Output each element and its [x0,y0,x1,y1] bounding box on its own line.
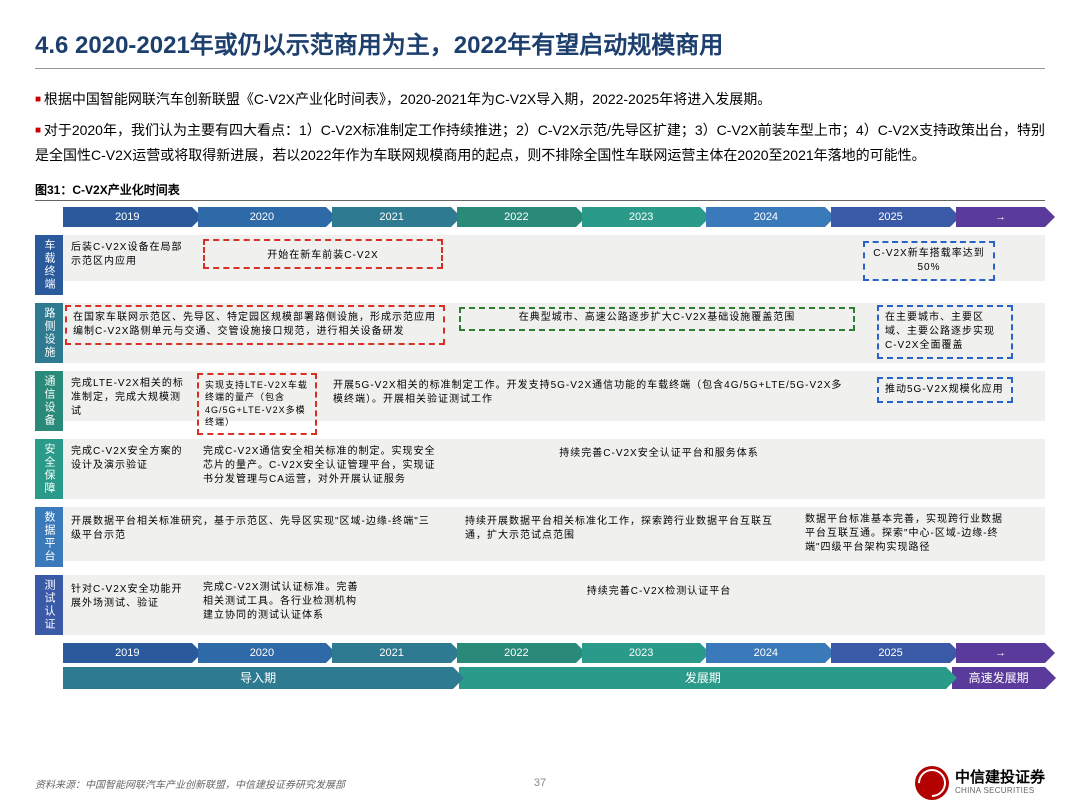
timeline-box: 完成LTE-V2X相关的标准制定，完成大规模测试 [65,373,191,423]
year-cell: 2023 [582,207,701,227]
timeline-row: 路侧设施在国家车联网示范区、先导区、特定园区规模部署路侧设施，形成示范应用 编制… [35,303,1045,363]
source-text: 资料来源：中国智能网联汽车产业创新联盟，中信建投证券研究发展部 [35,776,345,791]
year-cell: 2020 [198,643,327,663]
year-cell: → [956,643,1045,663]
phase-bar: 导入期发展期高速发展期 [35,667,1045,689]
year-cell: → [956,207,1045,227]
row-label: 安全保障 [35,439,63,499]
year-cell: 2022 [457,643,576,663]
timeline-box: 开始在新车前装C-V2X [203,239,443,269]
year-cell: 2021 [332,643,451,663]
year-header: 2019 20202021 2022 20232024 2025 → [35,207,1045,227]
year-cell: 2025 [831,643,950,663]
row-content: 在国家车联网示范区、先导区、特定园区规模部署路侧设施，形成示范应用 编制C-V2… [63,303,1045,363]
timeline-box: 推动5G-V2X规模化应用 [877,377,1013,403]
timeline-row: 安全保障完成C-V2X安全方案的设计及演示验证完成C-V2X通信安全相关标准的制… [35,439,1045,499]
logo-en: CHINA SECURITIES [955,787,1045,796]
row-content: 后装C-V2X设备在局部示范区内应用开始在新车前装C-V2X C-V2X新车搭载率… [63,235,1045,281]
row-content: 完成LTE-V2X相关的标准制定，完成大规模测试实现支持LTE-V2X车载终端的… [63,371,1045,421]
year-cell: 2019 [63,207,192,227]
timeline-box: 完成C-V2X测试认证标准。完善相关测试工具。各行业检测机构建立协同的测试认证体… [197,577,367,627]
phase-cell: 导入期 [63,667,453,689]
row-label: 车载终端 [35,235,63,295]
row-content: 开展数据平台相关标准研究，基于示范区、先导区实现"区域-边缘-终端"三级平台示范… [63,507,1045,561]
year-cell: 2022 [457,207,576,227]
timeline-chart: 2019202020212022202320242025→ 车载终端后装C-V2… [35,207,1045,689]
logo: 中信建投证券 CHINA SECURITIES [915,766,1045,800]
year-cell: 2023 [582,643,701,663]
year-footer: 2019 20202021 2022 20232024 2025 → [35,643,1045,663]
bullet-item: 根据中国智能网联汽车创新联盟《C-V2X产业化时间表》，2020-2021年为C… [35,87,1045,112]
timeline-row: 数据平台开展数据平台相关标准研究，基于示范区、先导区实现"区域-边缘-终端"三级… [35,507,1045,567]
footer: 资料来源：中国智能网联汽车产业创新联盟，中信建投证券研究发展部 37 中信建投证… [0,756,1080,810]
page-number: 37 [534,777,546,789]
row-label: 路侧设施 [35,303,63,363]
row-label: 数据平台 [35,507,63,567]
timeline-box: 在国家车联网示范区、先导区、特定园区规模部署路侧设施，形成示范应用 编制C-V2… [65,305,445,345]
timeline-box: 持续开展数据平台相关标准化工作，探索跨行业数据平台互联互通，扩大示范试点范围 [459,511,779,547]
year-cell: 2019 [63,643,192,663]
timeline-box: 完成C-V2X通信安全相关标准的制定。实现安全芯片的量产。C-V2X安全认证管理… [197,441,447,491]
timeline-box: 针对C-V2X安全功能开展外场测试、验证 [65,579,191,615]
timeline-box: 持续完善C-V2X安全认证平台和服务体系 [459,443,859,465]
chart-title: 图31：C-V2X产业化时间表 [35,181,1045,201]
logo-cn: 中信建投证券 [955,770,1045,787]
bullet-item: 对于2020年，我们认为主要有四大看点：1）C-V2X标准制定工作持续推进；2）… [35,118,1045,168]
timeline-rows: 车载终端后装C-V2X设备在局部示范区内应用开始在新车前装C-V2X C-V2X新… [35,235,1045,635]
timeline-box: C-V2X新车搭载率达到50% [863,241,995,281]
phase-cell: 发展期 [459,667,946,689]
timeline-box: 实现支持LTE-V2X车载终端的量产（包含4G/5G+LTE-V2X多模终端） [197,373,317,435]
row-content: 完成C-V2X安全方案的设计及演示验证完成C-V2X通信安全相关标准的制定。实现… [63,439,1045,499]
timeline-box: 数据平台标准基本完善，实现跨行业数据平台互联互通。探索"中心-区域-边缘-终端"… [799,509,1013,559]
timeline-row: 测试认证针对C-V2X安全功能开展外场测试、验证完成C-V2X测试认证标准。完善… [35,575,1045,635]
row-label: 通信设备 [35,371,63,431]
row-content: 针对C-V2X安全功能开展外场测试、验证完成C-V2X测试认证标准。完善相关测试… [63,575,1045,635]
phase-cell: 高速发展期 [952,667,1045,689]
year-cell: 2024 [706,207,825,227]
logo-icon [915,766,949,800]
timeline-box: 在主要城市、主要区域、主要公路逐步实现C-V2X全面覆盖 [877,305,1013,359]
timeline-box: 开展数据平台相关标准研究，基于示范区、先导区实现"区域-边缘-终端"三级平台示范 [65,511,445,547]
year-cell: 2025 [831,207,950,227]
slide-title: 4.6 2020-2021年或仍以示范商用为主，2022年有望启动规模商用 [35,25,1045,60]
timeline-box: 开展5G-V2X相关的标准制定工作。开发支持5G-V2X通信功能的车载终端（包含… [327,375,855,411]
bullet-list: 根据中国智能网联汽车创新联盟《C-V2X产业化时间表》，2020-2021年为C… [35,87,1045,169]
timeline-row: 车载终端后装C-V2X设备在局部示范区内应用开始在新车前装C-V2X C-V2X新… [35,235,1045,295]
timeline-box: 在典型城市、高速公路逐步扩大C-V2X基础设施覆盖范围 [459,307,855,331]
year-cell: 2021 [332,207,451,227]
timeline-row: 通信设备完成LTE-V2X相关的标准制定，完成大规模测试实现支持LTE-V2X车… [35,371,1045,431]
row-label: 测试认证 [35,575,63,635]
divider [35,68,1045,69]
timeline-box: 完成C-V2X安全方案的设计及演示验证 [65,441,191,477]
year-cell: 2024 [706,643,825,663]
timeline-box: 后装C-V2X设备在局部示范区内应用 [65,237,191,273]
timeline-box: 持续完善C-V2X检测认证平台 [459,581,859,603]
year-cell: 2020 [198,207,327,227]
